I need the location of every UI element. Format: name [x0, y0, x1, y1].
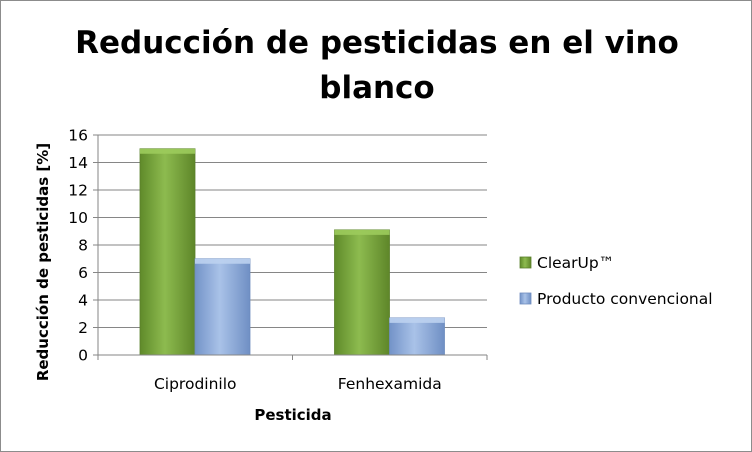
legend: ClearUp™ Producto convencional: [519, 254, 713, 308]
legend-swatch-convencional: [519, 292, 532, 305]
bar-top-highlight: [195, 258, 250, 264]
bar-top-highlight: [389, 317, 445, 323]
y-tick-label: 14: [68, 154, 88, 172]
y-tick-label: 8: [78, 237, 88, 255]
x-axis-ticks: Ciprodinilo Fenhexamida: [97, 355, 488, 393]
bar-clearup-fenhexamida: [334, 229, 390, 356]
bar-clearup-ciprodinilo: [139, 148, 196, 356]
y-tick-label: 4: [78, 292, 88, 310]
y-tick-label: 6: [78, 264, 88, 282]
legend-label-convencional: Producto convencional: [537, 290, 713, 308]
y-axis-title: Reducción de pesticidas [%]: [34, 143, 52, 381]
y-tick-label: 0: [78, 347, 88, 365]
chart-title-line-2: blanco: [319, 70, 434, 106]
y-tick-label: 12: [68, 182, 88, 200]
x-tick-label-fenhexamida: Fenhexamida: [338, 375, 442, 393]
bar-top-highlight: [140, 148, 195, 154]
x-axis-title: Pesticida: [254, 406, 331, 424]
legend-swatch-clearup: [519, 256, 532, 269]
x-tick-label-ciprodinilo: Ciprodinilo: [154, 375, 237, 393]
bar-convencional-ciprodinilo: [194, 258, 251, 356]
y-tick-label: 2: [78, 319, 88, 337]
y-tick-label: 16: [68, 127, 88, 145]
bars: [139, 148, 445, 356]
legend-label-clearup: ClearUp™: [537, 254, 614, 272]
y-axis-ticks: 0 2 4 6 8 10 12 14 16: [68, 127, 98, 365]
y-tick-label: 10: [68, 209, 88, 227]
bar-top-highlight: [334, 229, 390, 235]
chart-title-line-1: Reducción de pesticidas en el vino: [75, 25, 679, 61]
bar-convencional-fenhexamida: [389, 317, 445, 356]
